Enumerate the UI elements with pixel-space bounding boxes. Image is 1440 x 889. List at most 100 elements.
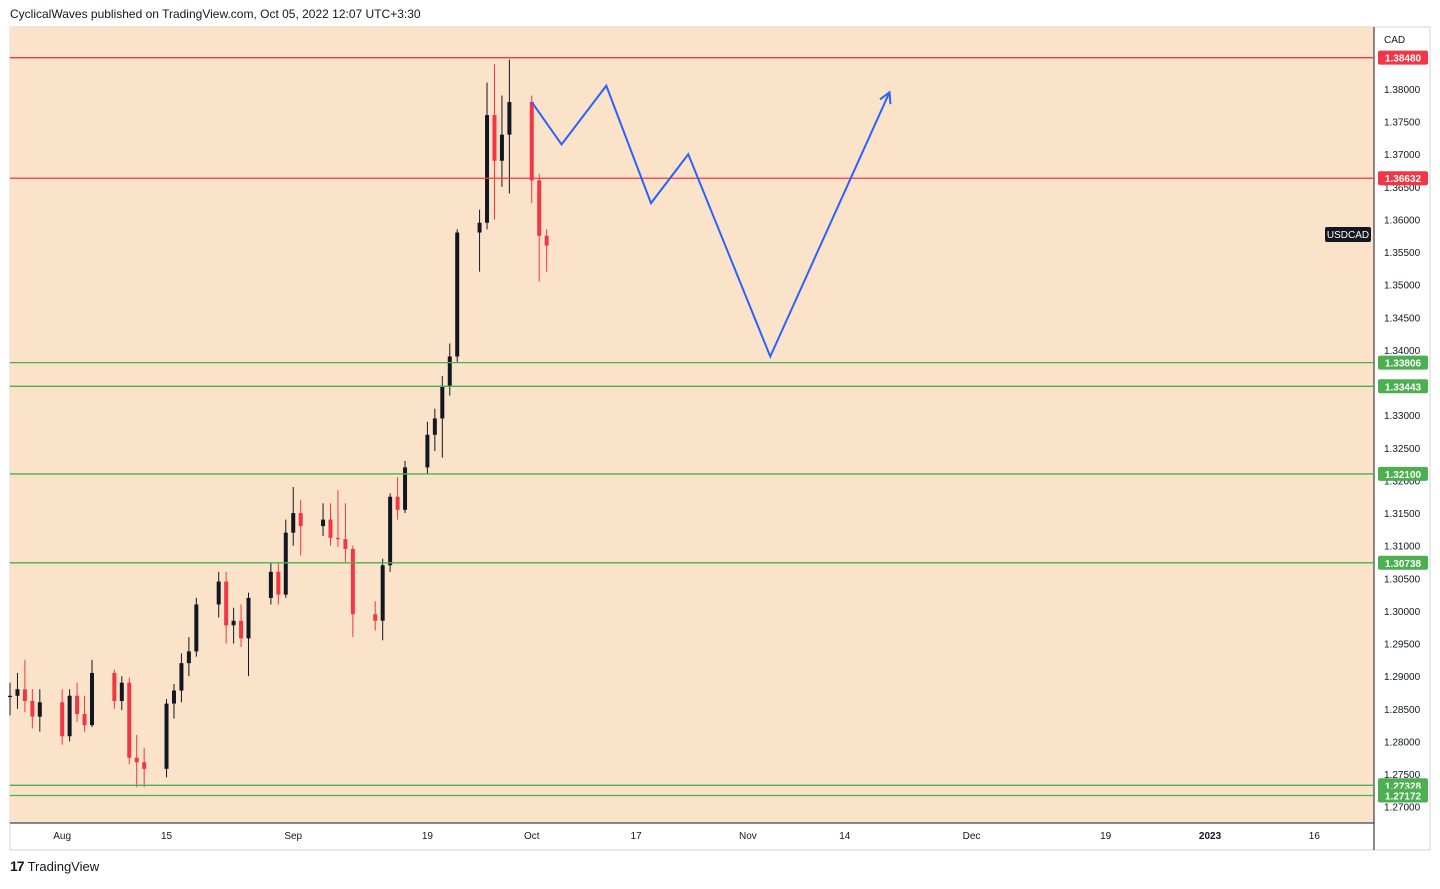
candle-body bbox=[321, 519, 326, 527]
time-tick-label: 17 bbox=[631, 831, 643, 842]
support-level-badge bbox=[1378, 355, 1428, 370]
price-tick-label: 1.33000 bbox=[1384, 411, 1421, 422]
price-tick-label: 1.29000 bbox=[1384, 672, 1421, 683]
support-level-label: 1.30738 bbox=[1385, 559, 1422, 570]
candle-body bbox=[37, 702, 42, 717]
price-tick-label: 1.37000 bbox=[1384, 150, 1421, 161]
candle-body bbox=[119, 682, 124, 701]
time-tick-label: 19 bbox=[422, 831, 434, 842]
support-level-label: 1.32100 bbox=[1385, 470, 1422, 481]
time-tick-label: Sep bbox=[284, 831, 302, 842]
resistance-level-label: 1.36632 bbox=[1385, 174, 1422, 185]
support-level-badge bbox=[1378, 555, 1428, 570]
publisher-header: CyclicalWaves published on TradingView.c… bbox=[10, 7, 421, 21]
candle-body bbox=[179, 663, 184, 691]
candle-body bbox=[8, 695, 12, 698]
horizontal-levels[interactable]: 1.38480 1.36632 1.33806 1.33443 1.32100 1.307… bbox=[10, 50, 1428, 803]
candle-body bbox=[485, 115, 490, 223]
candle-body bbox=[343, 539, 348, 549]
candle-body bbox=[499, 134, 504, 161]
candle-body bbox=[134, 757, 139, 763]
candle-body bbox=[425, 434, 430, 468]
tradingview-logo-icon: 17 bbox=[10, 858, 25, 874]
time-axis-ticks: Aug 15 Sep 19 Oct 17 Nov 14 Dec 19 2023 16 bbox=[53, 831, 1320, 842]
price-tick-label: 1.32500 bbox=[1384, 444, 1421, 455]
plot-background bbox=[10, 27, 1374, 823]
projection-path[interactable] bbox=[530, 83, 891, 360]
time-tick-label: Dec bbox=[963, 831, 981, 842]
candle-body bbox=[75, 695, 80, 715]
candle-body bbox=[298, 513, 303, 527]
projection-drawing[interactable] bbox=[530, 83, 892, 360]
time-tick-label: 2023 bbox=[1199, 831, 1222, 842]
candle-body bbox=[335, 537, 340, 540]
candle-body bbox=[373, 614, 378, 621]
support-level-label: 1.27172 bbox=[1385, 791, 1422, 802]
candle-body bbox=[239, 620, 244, 639]
candle-body bbox=[194, 604, 199, 652]
price-tick-label: 1.27500 bbox=[1384, 770, 1421, 781]
time-tick-label: 15 bbox=[161, 831, 173, 842]
candle-body bbox=[142, 762, 147, 769]
resistance-level-label: 1.38480 bbox=[1385, 54, 1422, 65]
price-tick-label: 1.27000 bbox=[1384, 803, 1421, 814]
candle-body bbox=[477, 222, 482, 233]
price-tick-label: 1.28000 bbox=[1384, 737, 1421, 748]
candle-body bbox=[268, 571, 273, 598]
candle-body bbox=[164, 703, 169, 769]
support-level-label: 1.33806 bbox=[1385, 359, 1422, 370]
candle-body bbox=[15, 689, 20, 696]
candle-body bbox=[22, 689, 27, 701]
price-tick-label: 1.31500 bbox=[1384, 509, 1421, 520]
price-tick-label: 1.36000 bbox=[1384, 215, 1421, 226]
candle-body bbox=[447, 356, 452, 386]
support-level-badge bbox=[1378, 379, 1428, 394]
candle-body bbox=[395, 496, 400, 510]
support-level-label: 1.33443 bbox=[1385, 382, 1422, 393]
candle-body bbox=[82, 714, 87, 726]
time-tick-label: Aug bbox=[53, 831, 71, 842]
candle-body bbox=[440, 385, 445, 419]
resistance-level-badge bbox=[1378, 171, 1428, 186]
support-level-label: 1.27328 bbox=[1385, 781, 1422, 792]
projection-arrow-head bbox=[879, 90, 892, 105]
candle-body bbox=[328, 519, 333, 538]
candle-body bbox=[112, 672, 117, 701]
price-axis-ticks: 1.38000 1.37500 1.37000 1.36500 1.36000 1.355… bbox=[1384, 85, 1421, 814]
price-tick-label: 1.28500 bbox=[1384, 705, 1421, 716]
resistance-level-badge bbox=[1378, 50, 1428, 65]
support-level-badge bbox=[1378, 788, 1428, 803]
time-tick-label: Nov bbox=[739, 831, 757, 842]
footer-brand[interactable]: 17 TradingView bbox=[10, 858, 99, 874]
price-tick-label: 1.31000 bbox=[1384, 542, 1421, 553]
candle-body bbox=[350, 548, 355, 615]
candle-body bbox=[216, 581, 221, 605]
price-tick-label: 1.35500 bbox=[1384, 248, 1421, 259]
symbol-badge: USDCAD bbox=[1325, 227, 1371, 242]
candle-body bbox=[67, 695, 72, 737]
candle-body bbox=[537, 180, 542, 236]
price-tick-label: 1.32000 bbox=[1384, 476, 1421, 487]
candle-body bbox=[507, 102, 512, 135]
candle-body bbox=[432, 418, 437, 435]
candle-body bbox=[492, 115, 497, 161]
candlestick-series bbox=[8, 59, 549, 788]
candle-body bbox=[276, 571, 281, 595]
price-tick-label: 1.37500 bbox=[1384, 118, 1421, 129]
price-tick-label: 1.30500 bbox=[1384, 574, 1421, 585]
candle-body bbox=[529, 102, 534, 181]
price-tick-label: 1.36500 bbox=[1384, 183, 1421, 194]
time-tick-label: 16 bbox=[1309, 831, 1321, 842]
candle-body bbox=[89, 672, 94, 726]
candle-body bbox=[544, 235, 549, 246]
candle-body bbox=[171, 690, 176, 704]
price-tick-label: 1.30000 bbox=[1384, 607, 1421, 618]
candle-body bbox=[224, 581, 229, 626]
time-tick-label: 19 bbox=[1100, 831, 1112, 842]
candle-body bbox=[186, 651, 191, 664]
price-tick-label: 1.38000 bbox=[1384, 85, 1421, 96]
candle-body bbox=[455, 232, 460, 357]
brand-text: TradingView bbox=[27, 858, 100, 874]
